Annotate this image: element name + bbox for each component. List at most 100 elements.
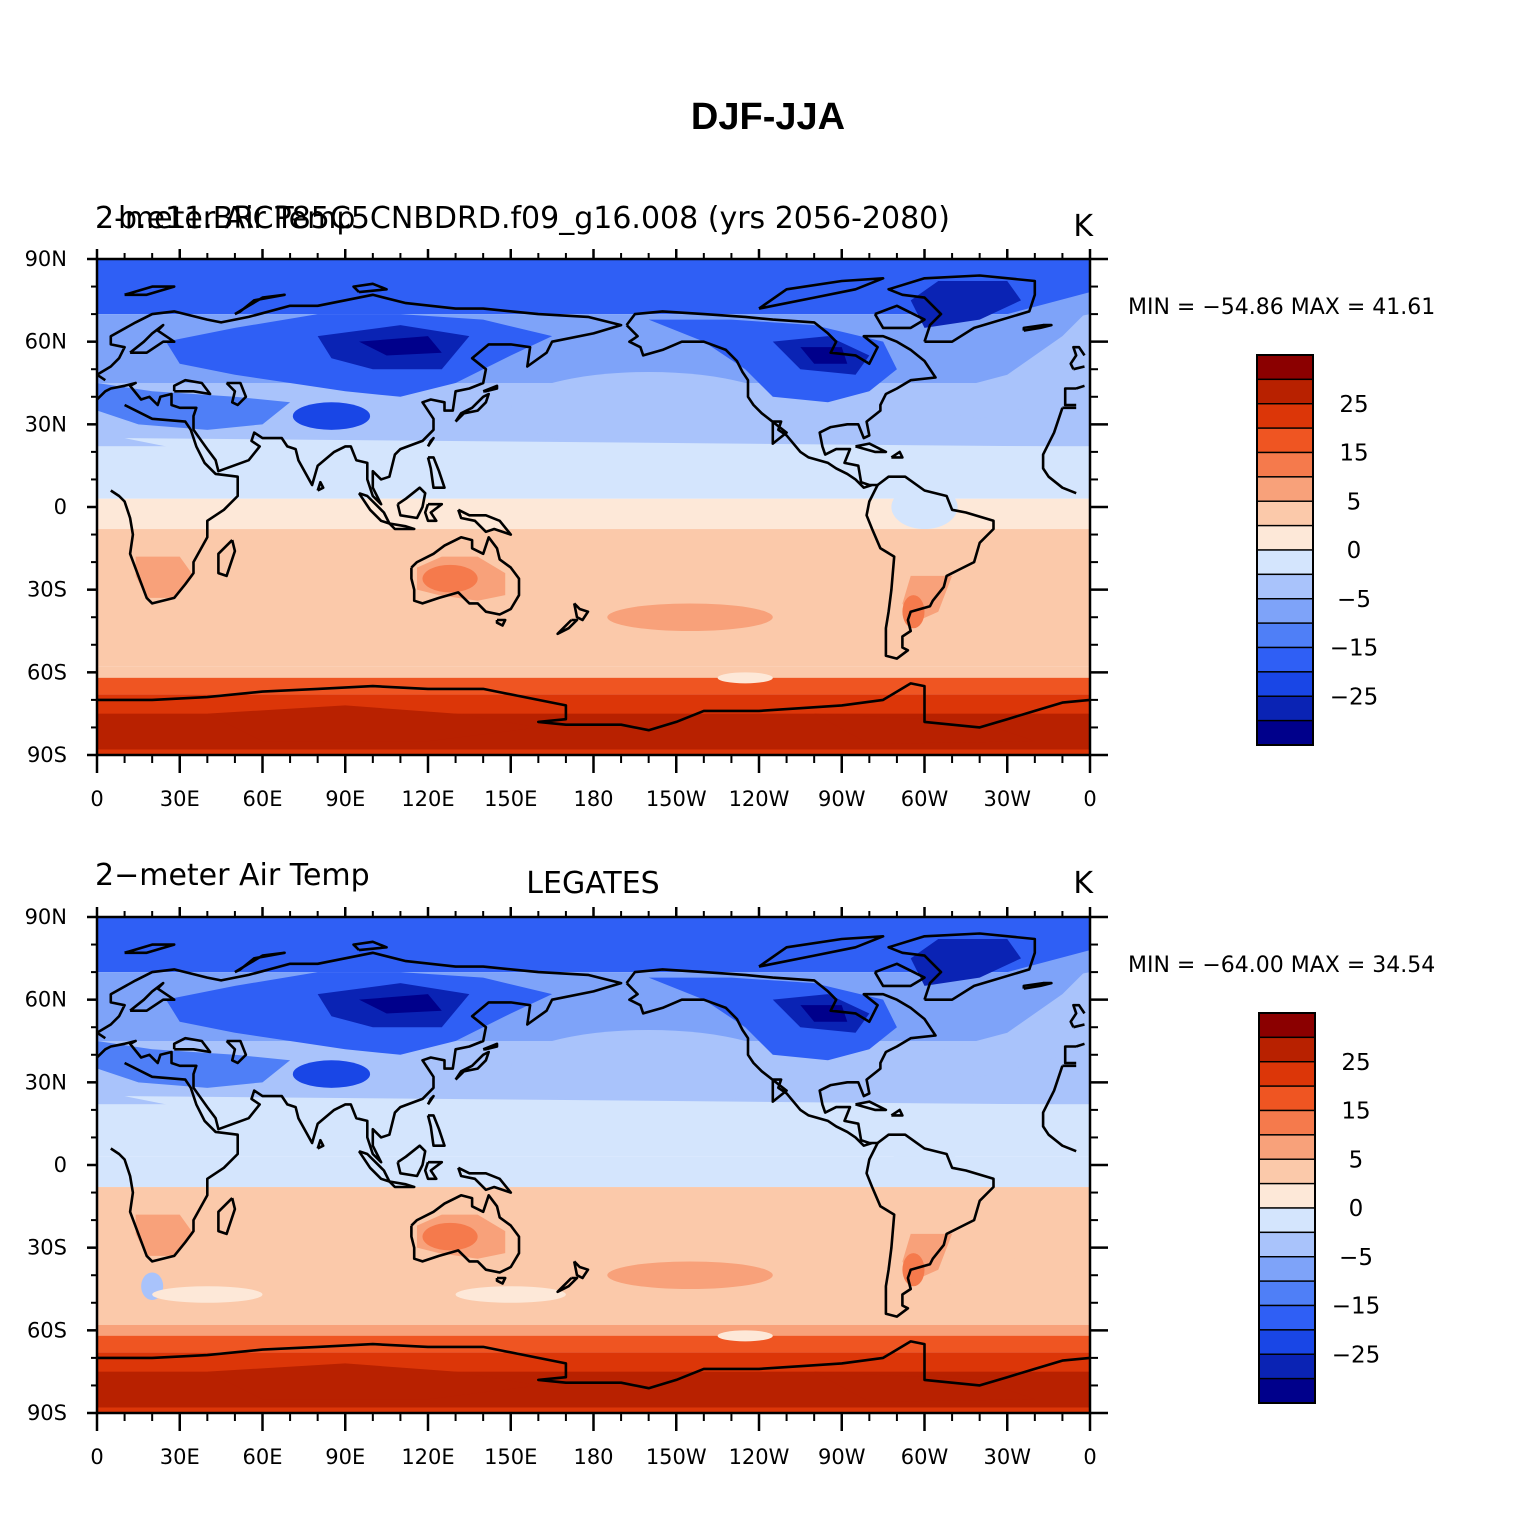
colorbar-label: 15 xyxy=(1339,441,1368,467)
lon-tick-label: 30E xyxy=(160,1445,200,1469)
colorbar-swatch xyxy=(1258,1231,1316,1258)
colorbar-swatch xyxy=(1256,646,1314,673)
colorbar-swatch xyxy=(1256,671,1314,697)
lat-tick-label: 60N xyxy=(25,988,67,1012)
panel-left-title: 2−meter Air Temp xyxy=(95,858,370,893)
lon-tick-label: 60E xyxy=(243,787,283,811)
lon-tick-label: 0 xyxy=(90,787,103,811)
colorbar-label: 0 xyxy=(1347,538,1362,564)
lon-tick-label: 30E xyxy=(160,787,200,811)
lon-tick-label: 0 xyxy=(1083,1445,1096,1469)
lon-tick-label: 150E xyxy=(484,1445,537,1469)
lat-tick-label: 30N xyxy=(25,412,67,436)
colorbar-swatch xyxy=(1258,1061,1316,1087)
lat-axis: 90N 60N 30N 0 30S 60S 90S xyxy=(25,905,1108,1425)
lat-tick-label: 90S xyxy=(27,743,67,767)
map-field xyxy=(97,917,1090,1413)
min-max-stats: MIN = −64.00 MAX = 34.54 xyxy=(1128,953,1435,978)
lon-tick-label: 180 xyxy=(573,787,613,811)
lon-tick-label: 60E xyxy=(243,1445,283,1469)
colorbar-swatch xyxy=(1256,524,1314,551)
colorbar-swatch xyxy=(1256,573,1314,600)
panel-center-title: LEGATES xyxy=(526,866,659,901)
lon-tick-label: 120W xyxy=(729,787,790,811)
colorbar-swatch xyxy=(1258,1158,1316,1185)
panel-left-title: 2-meter Air Temp xyxy=(95,201,355,236)
colorbar-label: 15 xyxy=(1341,1099,1370,1125)
lon-tick-label: 60W xyxy=(901,787,949,811)
colorbar-swatch xyxy=(1258,1256,1316,1282)
lat-tick-label: 0 xyxy=(54,495,67,519)
colorbar-swatch xyxy=(1256,549,1314,576)
lat-tick-label: 90N xyxy=(25,247,67,271)
colorbar-swatch xyxy=(1258,1036,1316,1063)
coastlines xyxy=(97,274,1090,732)
colorbar-swatch xyxy=(1256,476,1314,502)
lat-tick-label: 90N xyxy=(25,905,67,929)
colorbar-label: 5 xyxy=(1347,489,1362,515)
lat-tick-label: 30N xyxy=(25,1070,67,1094)
map-panel-model: 2-meter Air Temp b.e11.BRCP85C5CNBDRD.f0… xyxy=(25,201,1436,811)
colorbar: 25 15 5 0 −5 −15 −25 xyxy=(1256,354,1379,746)
coastlines xyxy=(97,932,1090,1390)
colorbar-swatch xyxy=(1256,622,1314,649)
lon-axis: 0 30E 60E 90E 120E 150E 180 150W 120W 90W 60W 30W 0 xyxy=(90,907,1097,1469)
lon-tick-label: 120W xyxy=(729,1445,790,1469)
lon-tick-label: 90E xyxy=(325,787,365,811)
colorbar-swatch xyxy=(1256,719,1314,746)
colorbar-swatch xyxy=(1258,1304,1316,1331)
colorbar-swatch xyxy=(1258,1353,1316,1380)
colorbar-swatch xyxy=(1256,451,1314,478)
colorbar-swatch xyxy=(1256,403,1314,429)
colorbar-swatch xyxy=(1256,378,1314,405)
min-max-stats: MIN = −54.86 MAX = 41.61 xyxy=(1128,295,1435,320)
colorbar-swatch xyxy=(1258,1134,1316,1160)
lat-axis: 90N 60N 30N 0 30S 60S 90S xyxy=(25,247,1108,767)
panel-units: K xyxy=(1073,209,1094,244)
colorbar-swatch xyxy=(1258,1109,1316,1136)
lon-tick-label: 150W xyxy=(646,787,707,811)
lat-tick-label: 60S xyxy=(27,660,67,684)
colorbar-swatch xyxy=(1256,500,1314,527)
lat-tick-label: 60S xyxy=(27,1318,67,1342)
colorbar-label: 5 xyxy=(1349,1147,1364,1173)
panel-case-title: b.e11.BRCP85C5CNBDRD.f09_g16.008 (yrs 20… xyxy=(118,201,950,236)
colorbar-swatch xyxy=(1258,1329,1316,1355)
lon-tick-label: 150E xyxy=(484,787,537,811)
lon-tick-label: 0 xyxy=(1083,787,1096,811)
lon-tick-label: 0 xyxy=(90,1445,103,1469)
colorbar-swatch xyxy=(1258,1377,1316,1404)
lon-tick-label: 90E xyxy=(325,1445,365,1469)
map-panel-legates: 2−meter Air Temp LEGATES K 90N 60N 30N 0 30S… xyxy=(25,858,1436,1469)
colorbar-label: −15 xyxy=(1332,1294,1381,1320)
lon-tick-label: 120E xyxy=(401,787,454,811)
colorbar-swatch xyxy=(1256,598,1314,624)
colorbar-label: −15 xyxy=(1330,636,1379,662)
colorbar-label: −25 xyxy=(1332,1342,1381,1368)
colorbar-swatch xyxy=(1258,1280,1316,1307)
lon-tick-label: 90W xyxy=(818,787,866,811)
lon-tick-label: 180 xyxy=(573,1445,613,1469)
lat-tick-label: 0 xyxy=(54,1153,67,1177)
lon-tick-label: 120E xyxy=(401,1445,454,1469)
panel-units: K xyxy=(1073,866,1094,901)
lat-tick-label: 30S xyxy=(27,578,67,602)
colorbar-label: 25 xyxy=(1339,392,1368,418)
colorbar: 25 15 5 0 −5 −15 −25 xyxy=(1258,1012,1381,1404)
colorbar-swatch xyxy=(1258,1085,1316,1112)
lon-tick-label: 30W xyxy=(984,1445,1032,1469)
lon-tick-label: 90W xyxy=(818,1445,866,1469)
lon-axis: 0 30E 60E 90E 120E 150E 180 150W 120W 90W 60W 30W 0 xyxy=(90,249,1097,811)
map-field xyxy=(97,259,1090,755)
colorbar-swatch xyxy=(1256,427,1314,454)
colorbar-label: −5 xyxy=(1339,1245,1373,1271)
colorbar-swatch xyxy=(1258,1012,1316,1039)
lon-tick-label: 150W xyxy=(646,1445,707,1469)
colorbar-swatch xyxy=(1256,695,1314,722)
lat-tick-label: 90S xyxy=(27,1401,67,1425)
colorbar-label: −25 xyxy=(1330,684,1379,710)
lat-tick-label: 60N xyxy=(25,330,67,354)
colorbar-swatch xyxy=(1258,1207,1316,1234)
colorbar-label: 0 xyxy=(1349,1196,1364,1222)
lat-tick-label: 30S xyxy=(27,1236,67,1260)
